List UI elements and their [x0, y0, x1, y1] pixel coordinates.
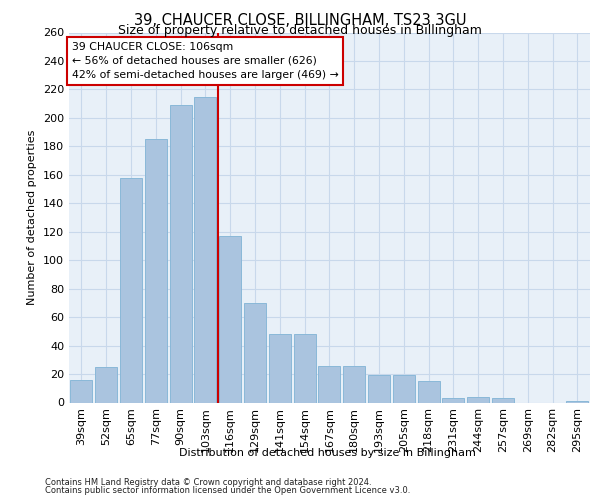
Bar	[492, 398, 514, 402]
Bar	[219, 236, 241, 402]
Bar	[70, 380, 92, 402]
Bar	[120, 178, 142, 402]
Bar	[368, 376, 390, 402]
Y-axis label: Number of detached properties: Number of detached properties	[28, 130, 37, 305]
Bar	[319, 366, 340, 403]
Bar	[269, 334, 291, 402]
Text: Distribution of detached houses by size in Billingham: Distribution of detached houses by size …	[179, 448, 475, 458]
Bar	[95, 367, 117, 402]
Text: 39 CHAUCER CLOSE: 106sqm
← 56% of detached houses are smaller (626)
42% of semi-: 39 CHAUCER CLOSE: 106sqm ← 56% of detach…	[71, 42, 338, 80]
Bar	[244, 303, 266, 402]
Bar	[467, 397, 489, 402]
Text: 39, CHAUCER CLOSE, BILLINGHAM, TS23 3GU: 39, CHAUCER CLOSE, BILLINGHAM, TS23 3GU	[134, 13, 466, 28]
Bar	[293, 334, 316, 402]
Bar	[442, 398, 464, 402]
Bar	[343, 366, 365, 403]
Bar	[170, 105, 191, 403]
Text: Contains public sector information licensed under the Open Government Licence v3: Contains public sector information licen…	[45, 486, 410, 495]
Bar	[418, 381, 440, 402]
Text: Size of property relative to detached houses in Billingham: Size of property relative to detached ho…	[118, 24, 482, 37]
Bar	[145, 139, 167, 402]
Text: Contains HM Land Registry data © Crown copyright and database right 2024.: Contains HM Land Registry data © Crown c…	[45, 478, 371, 487]
Bar	[194, 96, 217, 403]
Bar	[566, 401, 589, 402]
Bar	[393, 376, 415, 402]
